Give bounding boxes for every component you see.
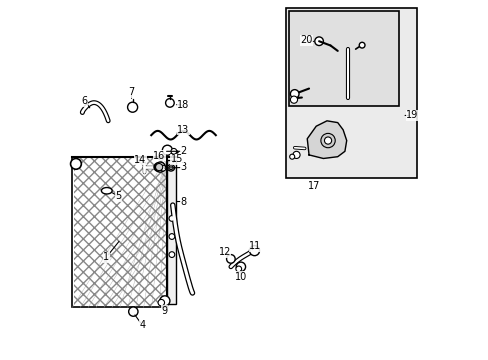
Text: 1: 1 xyxy=(103,252,109,262)
Text: 8: 8 xyxy=(180,197,186,207)
Circle shape xyxy=(127,102,137,112)
Text: 4: 4 xyxy=(139,320,145,330)
Text: 17: 17 xyxy=(307,181,319,191)
Circle shape xyxy=(155,163,163,171)
Circle shape xyxy=(169,234,174,239)
Text: 9: 9 xyxy=(162,306,167,316)
Text: 16: 16 xyxy=(153,151,165,161)
Bar xyxy=(289,12,398,107)
Circle shape xyxy=(289,154,294,159)
Bar xyxy=(167,160,176,304)
Circle shape xyxy=(128,307,138,316)
Text: 15: 15 xyxy=(170,154,183,164)
Circle shape xyxy=(158,300,164,306)
Circle shape xyxy=(160,165,165,171)
Circle shape xyxy=(70,158,81,169)
Circle shape xyxy=(320,134,335,148)
Text: 13: 13 xyxy=(177,125,189,135)
Circle shape xyxy=(171,148,176,154)
Text: 18: 18 xyxy=(177,100,189,110)
Ellipse shape xyxy=(154,163,164,171)
Circle shape xyxy=(314,37,323,45)
Text: 5: 5 xyxy=(115,191,121,201)
Text: 6: 6 xyxy=(81,96,88,106)
Text: 2: 2 xyxy=(180,146,186,156)
Ellipse shape xyxy=(101,188,112,194)
Circle shape xyxy=(290,96,297,103)
Bar xyxy=(285,8,416,178)
Circle shape xyxy=(236,262,245,271)
Circle shape xyxy=(249,246,259,256)
Circle shape xyxy=(226,255,235,263)
Circle shape xyxy=(165,99,174,107)
Ellipse shape xyxy=(167,165,174,171)
Circle shape xyxy=(235,266,241,272)
Circle shape xyxy=(324,137,331,144)
Text: 10: 10 xyxy=(234,272,246,282)
Bar xyxy=(72,157,167,307)
Text: 11: 11 xyxy=(248,241,261,251)
Ellipse shape xyxy=(168,166,173,170)
Text: 12: 12 xyxy=(218,247,230,257)
Text: 7: 7 xyxy=(128,87,134,97)
Text: 3: 3 xyxy=(180,162,186,172)
Circle shape xyxy=(359,42,364,48)
Text: 14: 14 xyxy=(134,154,146,165)
Circle shape xyxy=(169,216,174,221)
Text: 19: 19 xyxy=(406,111,418,121)
Polygon shape xyxy=(306,121,346,158)
Bar xyxy=(74,158,165,306)
Circle shape xyxy=(169,252,174,257)
Circle shape xyxy=(290,90,298,98)
Text: 20: 20 xyxy=(299,35,312,45)
Circle shape xyxy=(160,296,169,306)
Circle shape xyxy=(155,162,165,172)
Circle shape xyxy=(292,151,300,158)
Circle shape xyxy=(162,145,172,155)
